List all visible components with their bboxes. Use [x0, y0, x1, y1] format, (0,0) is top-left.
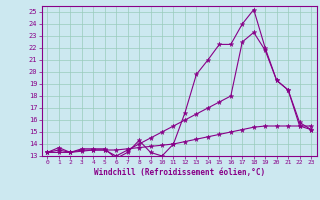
X-axis label: Windchill (Refroidissement éolien,°C): Windchill (Refroidissement éolien,°C): [94, 168, 265, 177]
